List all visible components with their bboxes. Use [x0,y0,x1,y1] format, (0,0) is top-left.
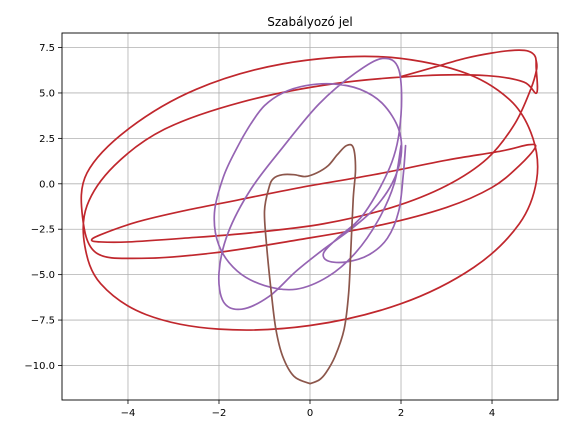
grid [62,33,558,400]
series-line-1 [80,49,539,331]
y-tick-label: −10.0 [24,361,55,372]
y-tick-label: 5.0 [39,88,55,99]
x-tick-label: −2 [212,408,227,419]
series-line-3 [263,143,357,385]
x-tick-label: 2 [398,408,404,419]
series-lines [80,49,539,385]
y-tick-label: −7.5 [31,316,55,327]
y-tick-label: −2.5 [31,225,55,236]
x-tick-label: 0 [307,408,313,419]
y-tick-label: −5.0 [31,270,55,281]
y-tick-label: 0.0 [39,179,55,190]
x-tick-label: −4 [121,408,136,419]
chart-title: Szabályozó jel [267,15,353,29]
x-tick-label: 4 [489,408,495,419]
series-line-2 [213,57,407,311]
y-tick-label: 7.5 [39,43,55,54]
y-tick-label: 2.5 [39,134,55,145]
axes: −4 −2 0 2 4 −10.0 −7.5 −5.0 −2.5 0.0 2.5 5.0 7.5 [24,43,495,419]
